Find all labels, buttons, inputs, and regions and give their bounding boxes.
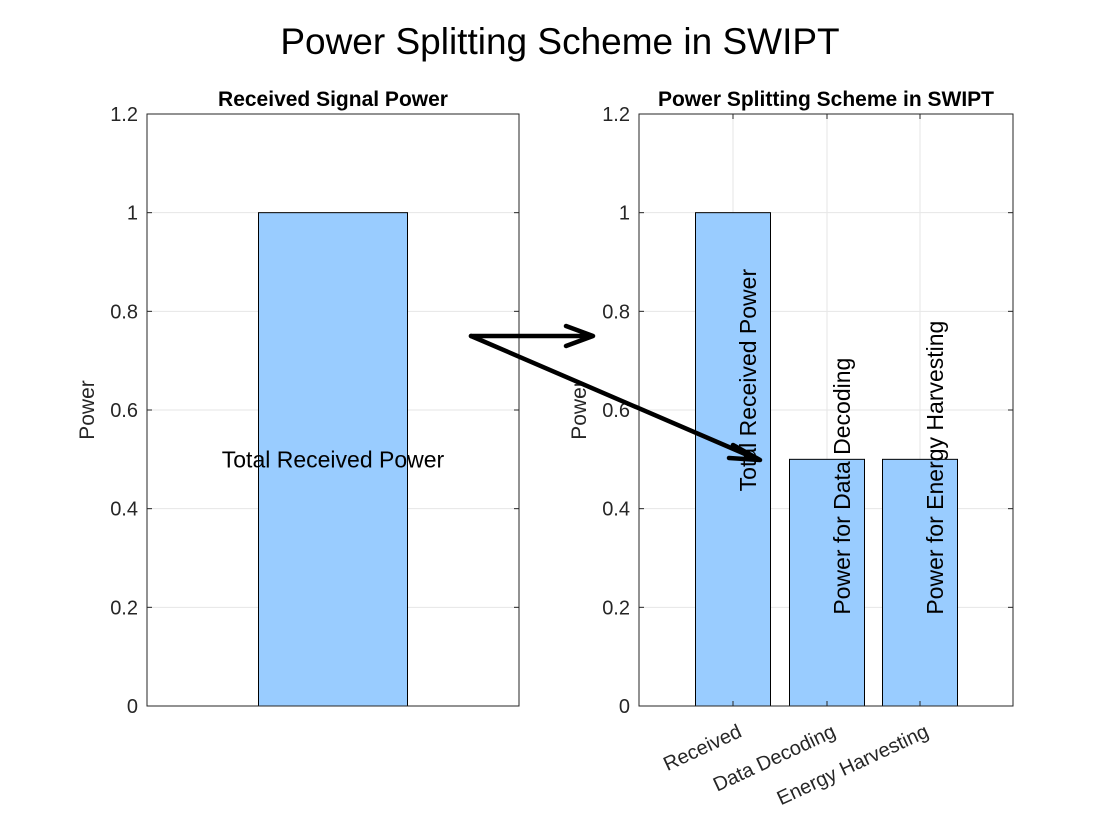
y-tick-label: 0	[127, 696, 138, 718]
y-tick-label: 0.8	[110, 301, 138, 323]
y-tick-label: 1	[127, 203, 138, 225]
bar	[882, 458, 958, 707]
left-y-ticks: 0 0.2 0.4 0.6 0.8 1 1.2	[110, 104, 519, 718]
left-bars	[258, 212, 408, 707]
left-axes: 0 0.2 0.4 0.6 0.8 1 1.2 Total Received Power R…	[76, 88, 520, 718]
right-y-axis-label: Power	[568, 380, 591, 440]
arrow-to-split	[468, 333, 763, 463]
left-bar-labels: Total Received Power	[222, 446, 445, 472]
split-arrows	[468, 323, 763, 463]
y-tick-label: 0.6	[602, 400, 630, 422]
y-tick-label: 0.2	[602, 597, 630, 619]
right-y-ticks: 0 0.2 0.4 0.6 0.8 1 1.2	[602, 104, 1013, 718]
bar	[789, 458, 865, 707]
y-tick-label: 1.2	[110, 104, 138, 126]
right-axes-title: Power Splitting Scheme in SWIPT	[658, 88, 994, 111]
y-tick-label: 0.8	[602, 301, 630, 323]
left-axes-title: Received Signal Power	[218, 88, 448, 111]
y-tick-label: 0.4	[602, 499, 630, 521]
y-tick-label: 0	[619, 696, 630, 718]
y-tick-label: 1.2	[602, 104, 630, 126]
figure-title: Power Splitting Scheme in SWIPT	[280, 21, 839, 62]
left-y-axis-label: Power	[76, 380, 99, 440]
x-tick-label: Energy Harvesting	[774, 721, 932, 810]
y-tick-label: 0.6	[110, 400, 138, 422]
bar-data-label: Power for Data Decoding	[829, 358, 855, 615]
y-tick-label: 0.4	[110, 499, 138, 521]
y-tick-label: 0.2	[110, 597, 138, 619]
right-bar-labels: Total Received Power Power for Data Decod…	[735, 269, 948, 615]
arrow-to-received	[468, 323, 596, 349]
bar	[258, 212, 408, 707]
y-tick-label: 1	[619, 203, 630, 225]
bar-data-label: Power for Energy Harvesting	[922, 321, 948, 615]
bar-data-label: Total Received Power	[222, 446, 445, 472]
